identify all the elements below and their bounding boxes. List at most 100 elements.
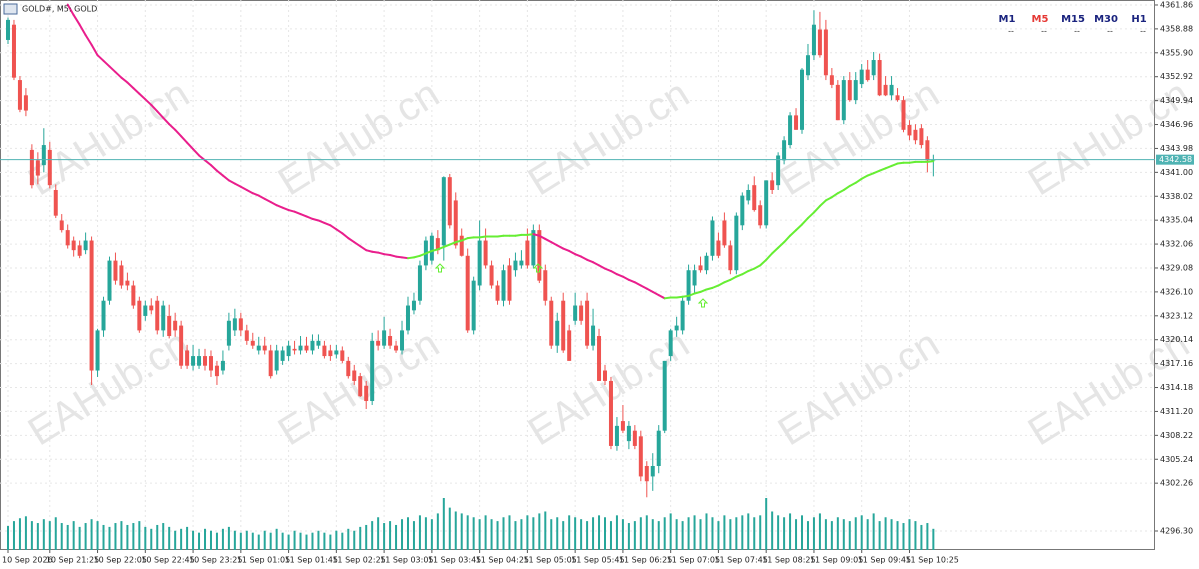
- y-tick-label: 4361.86: [1160, 0, 1193, 9]
- candle-body: [47, 149, 52, 186]
- volume-bar: [162, 523, 165, 550]
- candle-body: [143, 305, 148, 316]
- candle-body: [788, 115, 793, 146]
- candle-body: [304, 345, 309, 351]
- ma-segment: [824, 196, 833, 202]
- ma-segment: [102, 59, 111, 68]
- ma-segment: [150, 103, 159, 113]
- volume-bar: [526, 515, 529, 550]
- ma-segment: [812, 205, 821, 214]
- volume-bar: [389, 521, 392, 550]
- ma-segment: [132, 87, 141, 95]
- volume-bar: [150, 528, 153, 550]
- x-tick-label: 10 Sep 23:25: [189, 556, 242, 565]
- ma-segment: [401, 256, 409, 260]
- ma-segment: [896, 161, 905, 165]
- volume-bar: [209, 530, 212, 550]
- signal-arrow: [434, 263, 446, 273]
- candle-body: [686, 270, 691, 301]
- ma-segment: [323, 221, 332, 227]
- volume-bar: [466, 515, 469, 550]
- volume-bar: [860, 515, 863, 550]
- volume-bar: [729, 519, 732, 550]
- volume-bar: [771, 511, 774, 550]
- volume-bar: [90, 519, 93, 550]
- volume-bar: [120, 521, 123, 550]
- x-tick-label: 10 Sep 22:05: [94, 556, 147, 565]
- y-tick-label: 4338.02: [1160, 192, 1193, 201]
- candle-body: [620, 421, 625, 431]
- candle-body: [340, 350, 345, 361]
- volume-bar: [401, 519, 404, 550]
- candle-body: [698, 265, 703, 271]
- ma-segment: [765, 252, 774, 261]
- ma-segment: [317, 219, 326, 224]
- volume-bar: [108, 526, 111, 550]
- volume-bar: [806, 521, 809, 550]
- candle-body: [6, 19, 10, 40]
- candle-body: [41, 145, 46, 166]
- candle-body: [710, 220, 715, 256]
- candle-body: [459, 235, 464, 256]
- volume-bar: [562, 521, 565, 550]
- volume-bar: [890, 519, 893, 550]
- candle-body: [770, 180, 775, 190]
- candle-body: [626, 425, 631, 442]
- ma-segment: [675, 295, 684, 299]
- x-tick-label: 11 Sep 07:45: [714, 556, 767, 565]
- volume-bar: [550, 519, 553, 550]
- ma-segment: [639, 284, 648, 290]
- timeframe-button[interactable]: M1: [999, 14, 1016, 25]
- ma-segment: [645, 287, 654, 293]
- ma-segment: [735, 273, 744, 278]
- ma-segment: [884, 164, 893, 170]
- candle-body: [185, 350, 190, 366]
- ma-segment: [371, 250, 380, 254]
- candle-body: [758, 205, 763, 226]
- ma-segment: [783, 234, 792, 244]
- volume-bar: [621, 519, 624, 550]
- ma-segment: [759, 258, 768, 267]
- volume-bar: [454, 511, 457, 550]
- volume-bar: [633, 521, 636, 550]
- volume-bar: [144, 526, 147, 550]
- candle-body: [429, 235, 434, 261]
- ma-segment: [550, 241, 559, 247]
- candle-body: [167, 315, 172, 337]
- candle-body: [919, 128, 924, 146]
- candle-body: [567, 330, 572, 361]
- ma-segment: [293, 210, 302, 216]
- volume-bar: [48, 521, 51, 550]
- volume-bar: [192, 530, 195, 550]
- volume-bar: [753, 517, 756, 550]
- ma-segment: [890, 162, 899, 167]
- ma-segment: [138, 92, 147, 101]
- candle-body: [113, 260, 118, 281]
- candle-body: [477, 240, 482, 286]
- volume-bar: [508, 515, 511, 550]
- y-tick-label: 4355.90: [1160, 48, 1193, 57]
- ma-segment: [168, 123, 177, 131]
- ma-segment: [795, 223, 804, 232]
- x-tick-label: 11 Sep 05:45: [571, 556, 624, 565]
- candle-body: [262, 345, 267, 351]
- timeframe-button[interactable]: H1: [1131, 14, 1146, 25]
- y-tick-label: 4305.24: [1160, 455, 1193, 464]
- candle-body: [447, 177, 452, 226]
- timeframe-button[interactable]: M30: [1094, 14, 1118, 25]
- title-bar: GOLD#, M5: GOLD: [3, 3, 97, 15]
- ma-segment: [687, 292, 696, 297]
- ma-segment: [114, 71, 123, 79]
- candle-body: [358, 376, 363, 397]
- candle-body: [507, 265, 512, 301]
- candle-body: [394, 345, 399, 351]
- ma-segment: [281, 206, 290, 212]
- timeframe-button[interactable]: M15: [1061, 14, 1085, 25]
- ma-segment: [275, 204, 284, 209]
- ma-segment: [586, 258, 595, 264]
- volume-bar: [299, 532, 302, 550]
- timeframe-button[interactable]: M5: [1032, 14, 1049, 25]
- volume-bar: [801, 515, 804, 550]
- candle-body: [817, 29, 822, 56]
- candle-body: [901, 100, 906, 130]
